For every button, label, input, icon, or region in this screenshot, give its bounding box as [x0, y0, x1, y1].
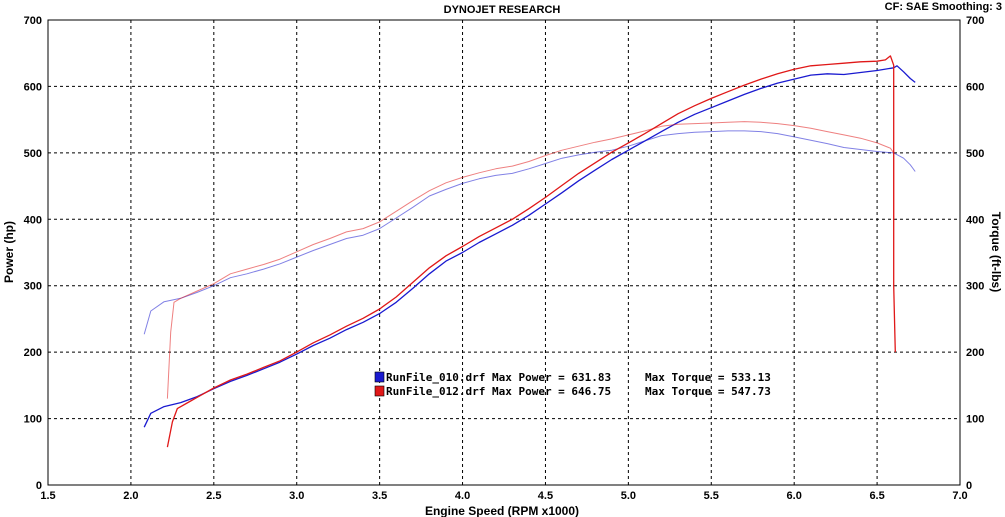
x-tick-label: 3.0	[289, 490, 304, 502]
x-tick-label: 6.0	[787, 490, 802, 502]
legend-entry-torque: Max Torque = 533.13	[645, 371, 771, 384]
legend-swatch	[374, 371, 385, 383]
y-left-tick-label: 300	[24, 281, 42, 293]
legend: RunFile_010.drf Max Power = 631.83 Max To…	[374, 371, 771, 398]
x-tick-label: 7.0	[952, 490, 967, 502]
y-right-tick-label: 100	[966, 414, 984, 426]
x-tick-label: 2.0	[123, 490, 138, 502]
x-tick-labels: 1.5 2.0 2.5 3.0 3.5 4.0 4.5 5.0 5.5 6.0 6.5 7.0	[40, 490, 967, 502]
y-left-tick-label: 400	[24, 214, 42, 226]
x-tick-label: 6.5	[869, 490, 884, 502]
y-left-tick-label: 600	[24, 81, 42, 93]
y-right-tick-label: 400	[966, 214, 984, 226]
x-tick-label: 3.5	[372, 490, 387, 502]
runfile-012-power-line	[166, 55, 896, 448]
runfile-012-torque-line	[166, 121, 895, 399]
y-right-tick-label: 600	[966, 81, 984, 93]
y-right-tick-label: 700	[966, 15, 984, 27]
runfile-010-power-line	[143, 65, 916, 428]
chart-title: DYNOJET RESEARCH	[444, 4, 561, 16]
x-tick-label: 2.5	[206, 490, 221, 502]
y-right-tick-labels: 0 100 200 300 400 500 600 700	[966, 15, 984, 492]
plot-frame	[47, 19, 961, 486]
y-axis-right-label: Torque (ft-lbs)	[989, 212, 1003, 292]
y-left-tick-label: 100	[24, 414, 42, 426]
x-tick-label: 1.5	[40, 490, 55, 502]
legend-entry-file: RunFile_010.drf Max Power = 631.83	[386, 371, 611, 384]
y-right-tick-label: 0	[966, 480, 972, 492]
x-tick-label: 4.5	[538, 490, 553, 502]
y-right-tick-label: 500	[966, 148, 984, 160]
y-left-tick-label: 200	[24, 347, 42, 359]
x-axis-label: Engine Speed (RPM x1000)	[425, 504, 579, 517]
series-group	[143, 55, 916, 448]
y-left-tick-label: 500	[24, 148, 42, 160]
y-left-tick-labels: 0 100 200 300 400 500 600 700	[24, 15, 42, 492]
y-left-tick-label: 700	[24, 15, 42, 27]
runfile-010-torque-line	[143, 130, 916, 335]
x-tick-label: 4.0	[455, 490, 470, 502]
y-right-tick-label: 300	[966, 281, 984, 293]
x-tick-label: 5.0	[621, 490, 636, 502]
legend-entry-file: RunFile_012.drf Max Power = 646.75	[386, 385, 611, 398]
y-axis-left-label: Power (hp)	[2, 221, 16, 283]
grid	[48, 20, 960, 485]
y-right-tick-label: 200	[966, 347, 984, 359]
legend-swatch	[374, 385, 385, 397]
legend-entry-torque: Max Torque = 547.73	[645, 385, 771, 398]
correction-factor-info: CF: SAE Smoothing: 3	[885, 1, 1002, 13]
x-tick-label: 5.5	[704, 490, 719, 502]
y-left-tick-label: 0	[36, 480, 42, 492]
